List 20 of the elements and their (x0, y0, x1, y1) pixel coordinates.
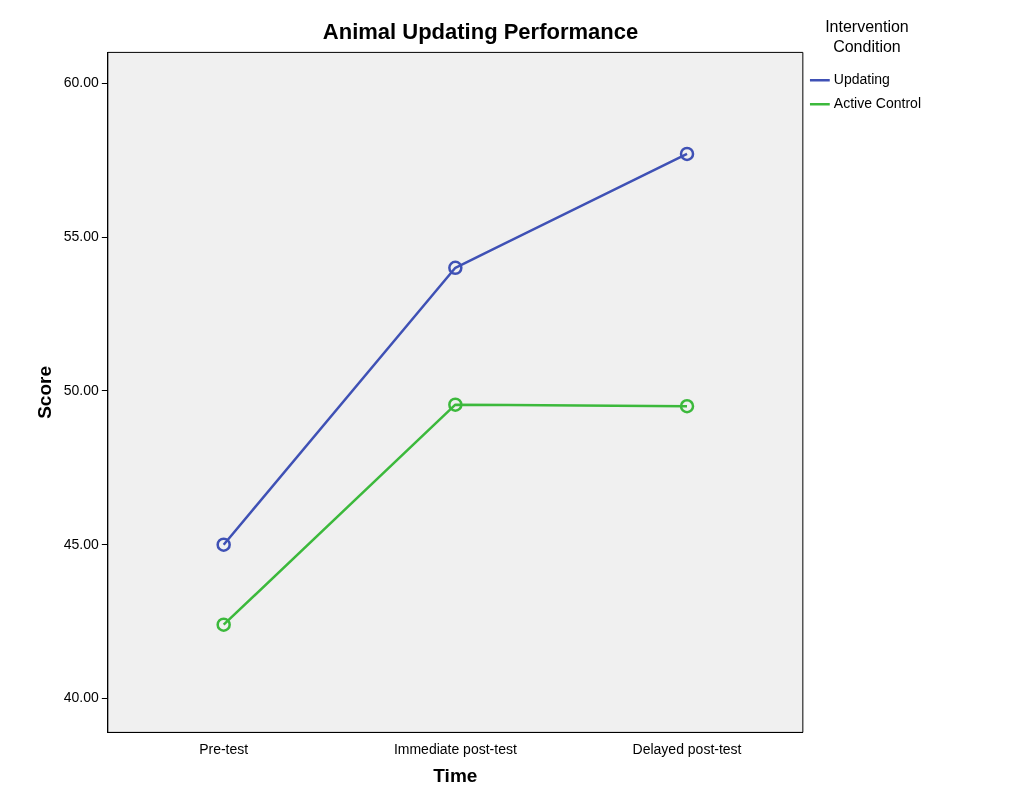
legend-label: Updating (833, 71, 890, 88)
y-tick-label: 50.00 (63, 381, 100, 398)
y-axis-title: Score (33, 365, 55, 419)
legend-title: Intervention Condition (825, 18, 909, 55)
point (448, 260, 463, 276)
x-axis-title: Time (433, 764, 478, 786)
point (216, 617, 231, 632)
x-tick-label: Delayed post-test (632, 740, 742, 757)
point (448, 397, 463, 412)
y-tick-label: 45.00 (63, 535, 100, 552)
y-tick-label: 60.00 (63, 74, 100, 91)
point (679, 146, 695, 162)
y-tick-label: 40.00 (63, 689, 100, 706)
x-tick-label: Pre-test (199, 740, 249, 757)
point (216, 537, 231, 552)
point (679, 399, 695, 414)
chart-title: Animal Updating Performance (322, 19, 639, 45)
y-tick-label: 55.00 (63, 227, 100, 244)
x-tick-label: Immediate post-test (393, 740, 517, 757)
legend-label: Active Control (833, 95, 922, 112)
